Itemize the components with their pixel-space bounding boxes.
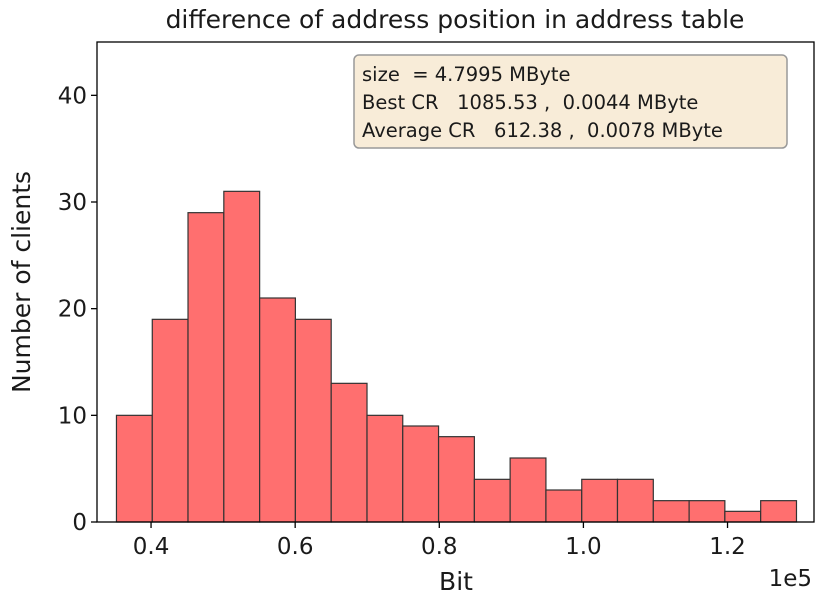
histogram-bar (688, 500, 726, 523)
histogram-bar (437, 436, 475, 523)
plot-frame (96, 41, 815, 523)
bars-group (115, 190, 798, 523)
y-tick-label: 40 (58, 83, 87, 109)
x-axis-ticks: 0.4 0.6 0.8 1.0 1.2 (133, 522, 746, 560)
histogram-bar (259, 297, 296, 523)
y-tick-label: 0 (72, 510, 87, 536)
histogram-bar (223, 190, 261, 523)
stats-legend-box: size = 4.7995 MByte Best CR 1085.53 , 0.… (353, 54, 788, 149)
histogram-bar (724, 510, 762, 523)
histogram-bar (151, 318, 189, 523)
histogram-bar (294, 318, 332, 523)
histogram-bar (330, 382, 368, 523)
x-tick-label: 1.0 (565, 534, 602, 560)
y-tick-label: 10 (58, 403, 87, 429)
histogram-bar (545, 489, 583, 523)
histogram-bar (473, 478, 511, 523)
histogram-bar (509, 457, 547, 523)
histogram-bar (402, 425, 440, 523)
y-tick-label: 20 (58, 297, 87, 323)
x-tick-label: 0.8 (421, 534, 458, 560)
histogram-bar (581, 478, 619, 523)
legend-background (353, 54, 788, 149)
y-axis-label: Number of clients (7, 171, 36, 393)
histogram-bar (652, 500, 690, 523)
chart-title: difference of address position in addres… (166, 5, 745, 34)
x-tick-label: 0.4 (133, 534, 170, 560)
histogram-bar (115, 414, 153, 523)
legend-line-best-cr: Best CR 1085.53 , 0.0044 MByte (362, 91, 698, 114)
x-tick-label: 1.2 (709, 534, 746, 560)
x-tick-label: 0.6 (277, 534, 314, 560)
x-axis-label: Bit (439, 567, 473, 596)
x-axis-offset-label: 1e5 (769, 566, 812, 592)
histogram-bar (616, 478, 654, 523)
histogram-bar (366, 414, 404, 523)
legend-line-average-cr: Average CR 612.38 , 0.0078 MByte (362, 119, 723, 142)
y-axis-ticks: 0 10 20 30 40 (58, 83, 97, 536)
histogram-bar (187, 212, 225, 523)
histogram-bar (760, 500, 798, 523)
legend-line-size: size = 4.7995 MByte (362, 63, 571, 86)
y-tick-label: 30 (58, 190, 87, 216)
